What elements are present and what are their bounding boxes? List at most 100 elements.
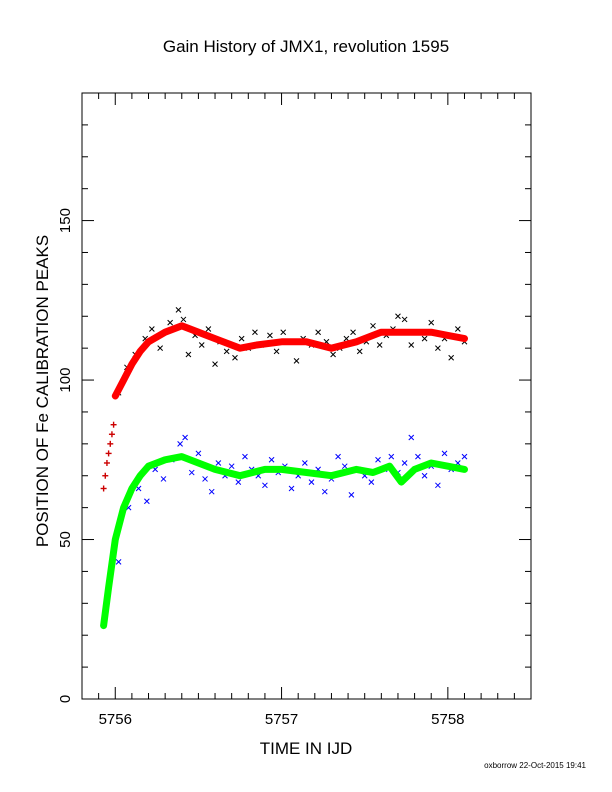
x-axis-label: TIME IN IJD: [260, 739, 353, 758]
x-tick-label: 5757: [265, 711, 298, 728]
upper-early-point: [108, 431, 115, 438]
upper-point-stroke-b: [198, 342, 205, 348]
upper-point-stroke-b: [157, 345, 164, 352]
lower-point-stroke-b: [288, 485, 295, 492]
upper-point-stroke-b: [395, 313, 401, 320]
lower-point: [215, 460, 222, 466]
lower-point-stroke-b: [348, 492, 355, 498]
upper-point-stroke-b: [167, 319, 173, 326]
lower-point-stroke-b: [341, 463, 348, 470]
lower-point-stroke-b: [401, 460, 408, 466]
lower-point-stroke-b: [308, 479, 315, 485]
upper-point: [185, 351, 192, 358]
upper-point: [448, 354, 455, 361]
upper-point: [370, 322, 376, 329]
upper-point: [157, 345, 164, 352]
upper-early-point: [100, 485, 107, 492]
data-marks: [100, 307, 468, 630]
lower-point: [368, 479, 375, 485]
upper-point-stroke-b: [376, 342, 383, 348]
upper-point-stroke-b: [435, 345, 441, 352]
upper-point-stroke-b: [180, 316, 187, 323]
upper-point-stroke-b: [293, 358, 300, 364]
upper-point-stroke-b: [343, 335, 350, 342]
upper-point-stroke-b: [356, 348, 363, 355]
upper-point: [175, 307, 182, 313]
lower-point-stroke-b: [144, 498, 150, 505]
upper-point: [428, 319, 435, 326]
upper-point: [435, 345, 441, 352]
lower-point-stroke-b: [268, 456, 275, 463]
lower-point: [461, 453, 468, 460]
upper-point-stroke-b: [370, 322, 376, 329]
lower-point-stroke-b: [177, 440, 183, 447]
chart-title: Gain History of JMX1, revolution 1595: [163, 37, 449, 56]
upper-point: [212, 361, 218, 367]
lower-point-stroke-b: [408, 434, 415, 441]
upper-point: [232, 354, 238, 361]
upper-point: [148, 326, 155, 332]
upper-point: [267, 332, 273, 339]
plot-frame: [81, 92, 532, 700]
upper-point-stroke-b: [454, 326, 461, 332]
upper-point: [343, 335, 350, 342]
y-axis-label: POSITION OF Fe CALIBRATION PEAKS: [33, 235, 52, 547]
upper-point-stroke-b: [448, 354, 455, 361]
lower-early-point: [100, 622, 107, 629]
lower-point-stroke-b: [228, 463, 235, 470]
lower-point-stroke-b: [301, 460, 308, 466]
lower-point-stroke-b: [368, 479, 375, 485]
lower-early-point: [105, 584, 112, 591]
lower-point: [228, 463, 235, 470]
lower-point: [375, 456, 381, 463]
lower-point-stroke-b: [415, 453, 421, 460]
lower-point-stroke-b: [235, 479, 242, 485]
upper-point-stroke-b: [238, 335, 245, 342]
lower-point-stroke-b: [215, 460, 222, 466]
plot-border: [81, 92, 532, 700]
lower-point: [242, 453, 248, 460]
lower-point-stroke-b: [435, 482, 441, 489]
lower-point: [115, 558, 122, 565]
upper-point-stroke-b: [142, 335, 149, 342]
x-tick-label: 5756: [99, 711, 132, 728]
upper-point: [315, 329, 321, 336]
upper-point: [330, 351, 336, 358]
lower-point-stroke-b: [375, 456, 381, 463]
lower-point: [182, 434, 188, 441]
lower-point-stroke-b: [421, 472, 428, 479]
lower-point: [321, 488, 328, 495]
upper-point: [293, 358, 300, 364]
upper-point: [408, 342, 415, 348]
lower-early-point: [112, 536, 119, 543]
upper-early-point: [105, 450, 112, 457]
upper-point-stroke-b: [428, 319, 435, 326]
lower-point-stroke-b: [335, 453, 341, 460]
lower-point: [415, 453, 421, 460]
lower-point: [335, 453, 341, 460]
upper-point: [376, 342, 383, 348]
upper-point-stroke-b: [408, 342, 415, 348]
lower-point-stroke-b: [152, 466, 159, 473]
upper-point: [356, 348, 363, 355]
lower-point: [301, 460, 308, 466]
y-tick-label: 0: [57, 695, 74, 703]
upper-point-stroke-b: [350, 329, 356, 336]
upper-early-point: [110, 421, 117, 428]
y-tick-label: 150: [57, 208, 74, 233]
lower-point-stroke-b: [202, 476, 208, 482]
lower-point: [144, 498, 150, 505]
lower-point: [401, 460, 408, 466]
lower-point-stroke-b: [242, 453, 248, 460]
upper-point: [205, 326, 212, 332]
upper-point: [421, 335, 428, 342]
lower-point: [160, 476, 167, 482]
lower-point-stroke-b: [188, 469, 195, 476]
lower-point-stroke-b: [461, 453, 468, 460]
x-tick-label: 5758: [431, 711, 464, 728]
lower-point-stroke-b: [125, 504, 132, 511]
lower-point-stroke-b: [182, 434, 188, 441]
upper-point-stroke-b: [315, 329, 321, 336]
upper-early-point: [102, 472, 109, 479]
